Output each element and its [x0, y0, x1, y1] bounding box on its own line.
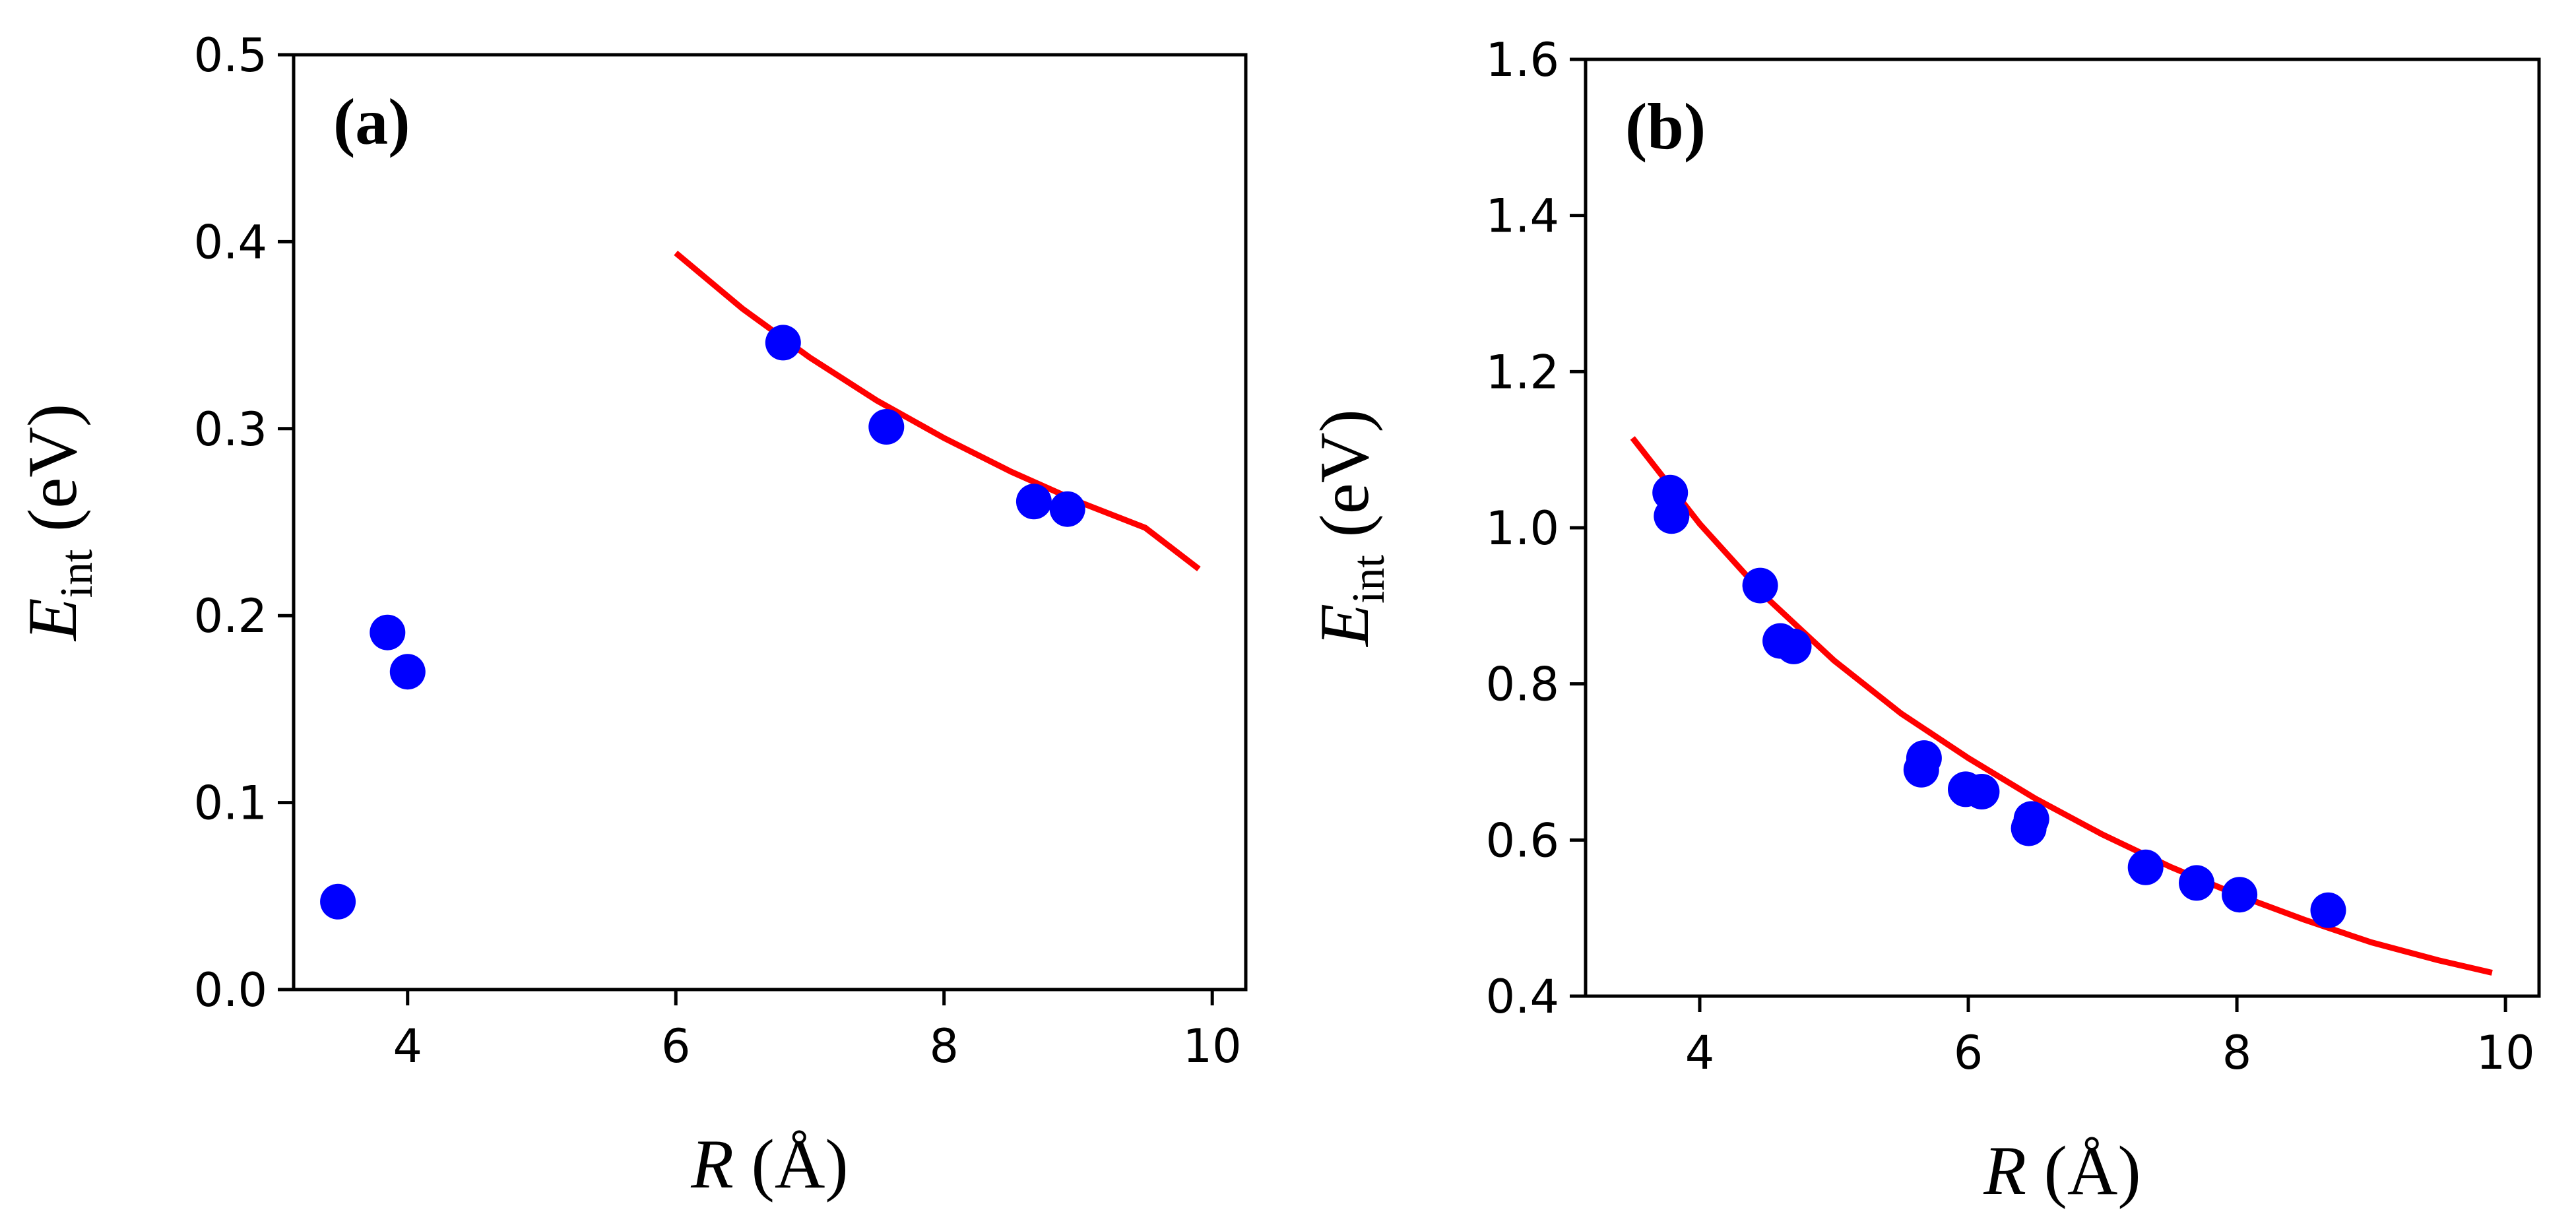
panel-label-b: (b): [1625, 90, 1706, 163]
x-tick-label-a-6: 6: [661, 1019, 691, 1073]
x-axis-label-a: R (Å): [690, 1125, 848, 1203]
y-tick-label-a-0.1: 0.1: [194, 776, 267, 831]
x-tick-label-a-4: 4: [393, 1019, 422, 1073]
y-tick-label-a-0.5: 0.5: [194, 28, 267, 82]
fit-curve-a: [674, 250, 1201, 571]
data-point-b-5: [1776, 628, 1812, 664]
y-axis-label-b: Eint (eV): [1306, 409, 1394, 647]
data-point-b-15: [2310, 892, 2346, 928]
y-tick-label-b-1.4: 1.4: [1486, 189, 1559, 243]
x-tick-label-a-8: 8: [929, 1019, 959, 1073]
y-tick-label-b-0.8: 0.8: [1486, 658, 1559, 712]
y-tick-label-a-0.0: 0.0: [194, 963, 267, 1017]
y-tick-label-b-1.0: 1.0: [1486, 501, 1559, 555]
x-tick-label-b-10: 10: [2476, 1026, 2535, 1080]
panel-b: 4 6 8 10 0.4 0.6 0.8 1.0 1.2 1.4 1.6 (b) R (Å) Eint (…: [1306, 33, 2541, 1209]
y-axis-label-a: Eint (eV): [14, 404, 102, 642]
panel-a: 4 6 8 10 0.0 0.1 0.2 0.3 0.4 0.5 (a) R (Å) Eint (eV): [14, 28, 1248, 1203]
data-point-a-6: [1015, 484, 1052, 520]
x-tick-label-b-6: 6: [1954, 1026, 1983, 1080]
x-tick-label-b-8: 8: [2222, 1026, 2252, 1080]
x-tick-label-b-4: 4: [1685, 1026, 1715, 1080]
x-axis-label-b: R (Å): [1983, 1132, 2141, 1209]
data-point-b-13: [2179, 865, 2214, 901]
y-tick-label-b-0.4: 0.4: [1486, 970, 1559, 1024]
y-tick-label-a-0.3: 0.3: [194, 402, 267, 457]
data-point-b-7: [1906, 740, 1942, 776]
data-point-b-11: [2013, 801, 2049, 837]
axes-frame-a: [292, 53, 1248, 992]
data-point-a-5: [868, 409, 905, 445]
y-tick-label-b-1.6: 1.6: [1486, 33, 1559, 87]
data-point-b-9: [1964, 774, 2000, 809]
data-point-b-14: [2222, 877, 2258, 913]
data-point-b-12: [2127, 849, 2164, 885]
data-point-a-1: [320, 883, 356, 920]
fit-curve-b: [1630, 436, 2493, 976]
y-tick-label-b-1.2: 1.2: [1486, 345, 1559, 399]
x-tick-label-a-10: 10: [1183, 1019, 1242, 1073]
data-point-b-3: [1742, 567, 1778, 604]
data-point-a-2: [370, 614, 406, 650]
panel-label-a: (a): [333, 85, 410, 158]
axes-frame-b: [1584, 57, 2541, 998]
data-point-a-7: [1049, 491, 1085, 527]
data-point-a-3: [389, 654, 426, 690]
y-tick-label-a-0.4: 0.4: [194, 215, 267, 269]
y-tick-label-b-0.6: 0.6: [1486, 813, 1559, 868]
y-tick-label-a-0.2: 0.2: [194, 589, 267, 643]
data-point-a-4: [765, 325, 801, 361]
data-point-b-2: [1654, 498, 1690, 534]
